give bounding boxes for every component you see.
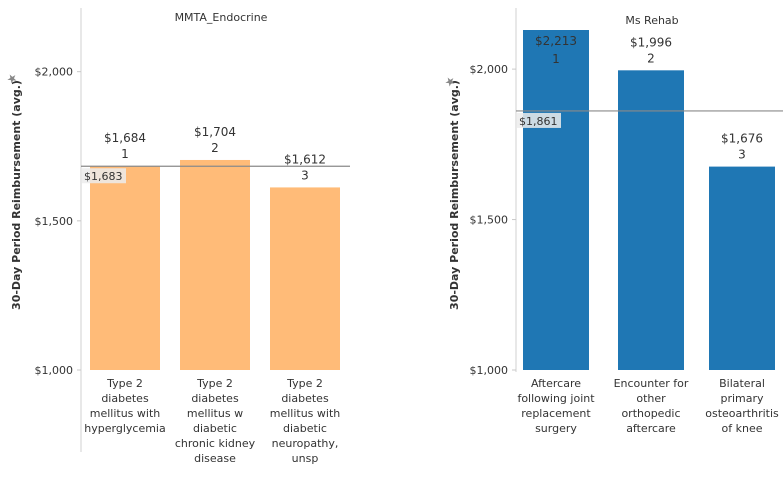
chart2-reference-label-bg: [517, 112, 561, 128]
chart2-bar-value-label: $1,676: [721, 132, 763, 146]
chart1-bar-value-label: $1,684: [104, 131, 146, 145]
chart2-category-label: replacement: [521, 407, 591, 420]
chart1-category-label: Type 2: [286, 377, 323, 390]
chart1-bar-rank-label: 2: [211, 141, 219, 155]
chart2-bar: [709, 166, 775, 370]
chart2-y-tick-label: $2,000: [470, 63, 509, 76]
chart1-bar-rank-label: 3: [301, 168, 309, 182]
chart1-category-label: diabetic: [193, 422, 237, 435]
chart2-category-label: osteoarthritis: [705, 407, 779, 420]
chart1-category-label: disease: [194, 452, 236, 465]
chart1-category-label: mellitus with: [90, 407, 161, 420]
chart2-bar: [618, 70, 684, 371]
chart1-bar-value-label: $1,612: [284, 152, 326, 166]
chart2-bar-value-label: $1,996: [630, 35, 672, 49]
chart2-bar-rank-label: 2: [647, 51, 655, 65]
chart1-y-axis-label: 30-Day Period Reimbursement (avg.): [10, 80, 23, 310]
chart2-y-tick-label: $1,000: [470, 364, 509, 377]
chart2-category-label: following joint: [517, 392, 595, 405]
chart1-category-label: unsp: [292, 452, 319, 465]
chart1-category-label: diabetic: [283, 422, 327, 435]
chart1-reference-label: $1,683: [84, 170, 123, 183]
chart1-category-label: diabetes: [101, 392, 149, 405]
chart2-category-label: primary: [720, 392, 764, 405]
chart2-category-label: Bilateral: [719, 377, 765, 390]
chart1-category-label: Type 2: [106, 377, 143, 390]
chart1-category-label: Type 2: [196, 377, 233, 390]
chart1-bar-value-label: $1,704: [194, 125, 236, 139]
chart1-bar-rank-label: 1: [121, 147, 129, 161]
chart1-category-label: mellitus with: [270, 407, 341, 420]
chart2-category-label: orthopedic: [621, 407, 680, 420]
chart2-category-label: Encounter for: [614, 377, 689, 390]
chart1-category-label: chronic kidney: [175, 437, 256, 450]
chart1-bar: [90, 165, 160, 370]
chart1-y-tick-label: $1,000: [35, 364, 74, 377]
chart1-category-label: diabetes: [281, 392, 329, 405]
chart1-reference-label-bg: [82, 168, 126, 184]
chart2-y-axis-label: 30-Day Period Reimbursement (avg.): [448, 80, 461, 310]
chart2-bar: [523, 30, 589, 370]
chart2-bar-rank-label: 3: [738, 148, 746, 162]
chart1-bar: [270, 187, 340, 370]
chart1-title: MMTA_Endocrine: [175, 11, 268, 24]
chart2-category-label: of knee: [722, 422, 763, 435]
chart1-category-label: hyperglycemia: [84, 422, 165, 435]
chart2-category-label: other: [636, 392, 666, 405]
chart2-title: Ms Rehab: [625, 14, 678, 27]
chart2-y-tick-label: $1,500: [470, 214, 509, 227]
chart1-y-tick-label: $1,500: [35, 215, 74, 228]
chart1-category-label: diabetes: [191, 392, 239, 405]
chart2-reference-label: $1,861: [519, 115, 558, 128]
chart2-category-label: surgery: [535, 422, 577, 435]
chart2-category-label: aftercare: [626, 422, 676, 435]
chart1-y-tick-label: $2,000: [35, 66, 74, 79]
chart2-bar-rank-label: 1: [552, 52, 560, 66]
chart1-category-label: neuropathy,: [272, 437, 339, 450]
chart2-category-label: Aftercare: [531, 377, 581, 390]
chart1-bar: [180, 159, 250, 370]
chart1-category-label: mellitus w: [187, 407, 243, 420]
chart2-bar-value-label: $2,213: [535, 34, 577, 48]
